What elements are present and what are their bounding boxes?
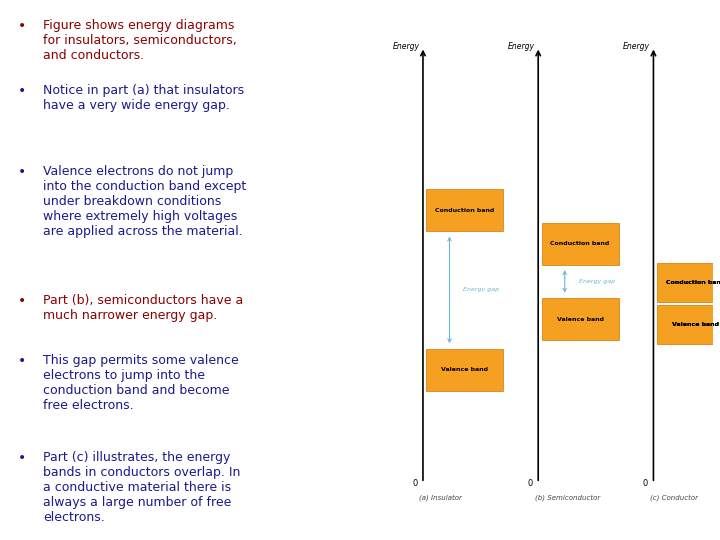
Text: Valence band: Valence band: [441, 367, 488, 372]
Text: •: •: [18, 294, 26, 308]
Text: •: •: [18, 84, 26, 98]
Text: •: •: [18, 19, 26, 33]
Text: Conduction band: Conduction band: [666, 280, 720, 285]
Text: Part (c) illustrates, the energy
bands in conductors overlap. In
a conductive ma: Part (c) illustrates, the energy bands i…: [43, 451, 240, 524]
Text: Valence band: Valence band: [672, 322, 719, 327]
Text: Conduction band: Conduction band: [666, 280, 720, 285]
Text: Energy: Energy: [508, 42, 535, 51]
Bar: [541, 222, 618, 265]
Text: Valence band: Valence band: [557, 317, 603, 322]
Text: Conduction band: Conduction band: [436, 207, 495, 213]
Text: •: •: [18, 354, 26, 368]
Text: Conduction band: Conduction band: [551, 241, 610, 246]
Bar: [541, 298, 618, 340]
Text: Energy: Energy: [392, 42, 420, 51]
Text: •: •: [18, 165, 26, 179]
Text: 0: 0: [413, 478, 418, 488]
Text: ← Overlap: ← Overlap: [0, 539, 1, 540]
Text: Energy gap: Energy gap: [579, 279, 615, 284]
Text: Valence electrons do not jump
into the conduction band except
under breakdown co: Valence electrons do not jump into the c…: [43, 165, 246, 238]
Text: 0: 0: [528, 478, 533, 488]
Text: (c) Conductor: (c) Conductor: [650, 494, 698, 501]
Bar: [657, 262, 720, 302]
Bar: [426, 349, 503, 391]
Text: Energy gap: Energy gap: [464, 287, 500, 292]
Bar: [657, 305, 720, 345]
Text: Energy: Energy: [623, 42, 650, 51]
Text: This gap permits some valence
electrons to jump into the
conduction band and bec: This gap permits some valence electrons …: [43, 354, 238, 411]
Text: Part (b), semiconductors have a
much narrower energy gap.: Part (b), semiconductors have a much nar…: [43, 294, 243, 322]
Text: (b) Semiconductor: (b) Semiconductor: [535, 494, 600, 501]
Text: (a) Insulator: (a) Insulator: [420, 494, 462, 501]
Text: 0: 0: [643, 478, 648, 488]
Text: •: •: [18, 451, 26, 465]
Bar: [426, 189, 503, 231]
Text: Figure shows energy diagrams
for insulators, semiconductors,
and conductors.: Figure shows energy diagrams for insulat…: [43, 19, 237, 62]
Text: Notice in part (a) that insulators
have a very wide energy gap.: Notice in part (a) that insulators have …: [43, 84, 244, 112]
Text: Valence band: Valence band: [672, 322, 719, 327]
